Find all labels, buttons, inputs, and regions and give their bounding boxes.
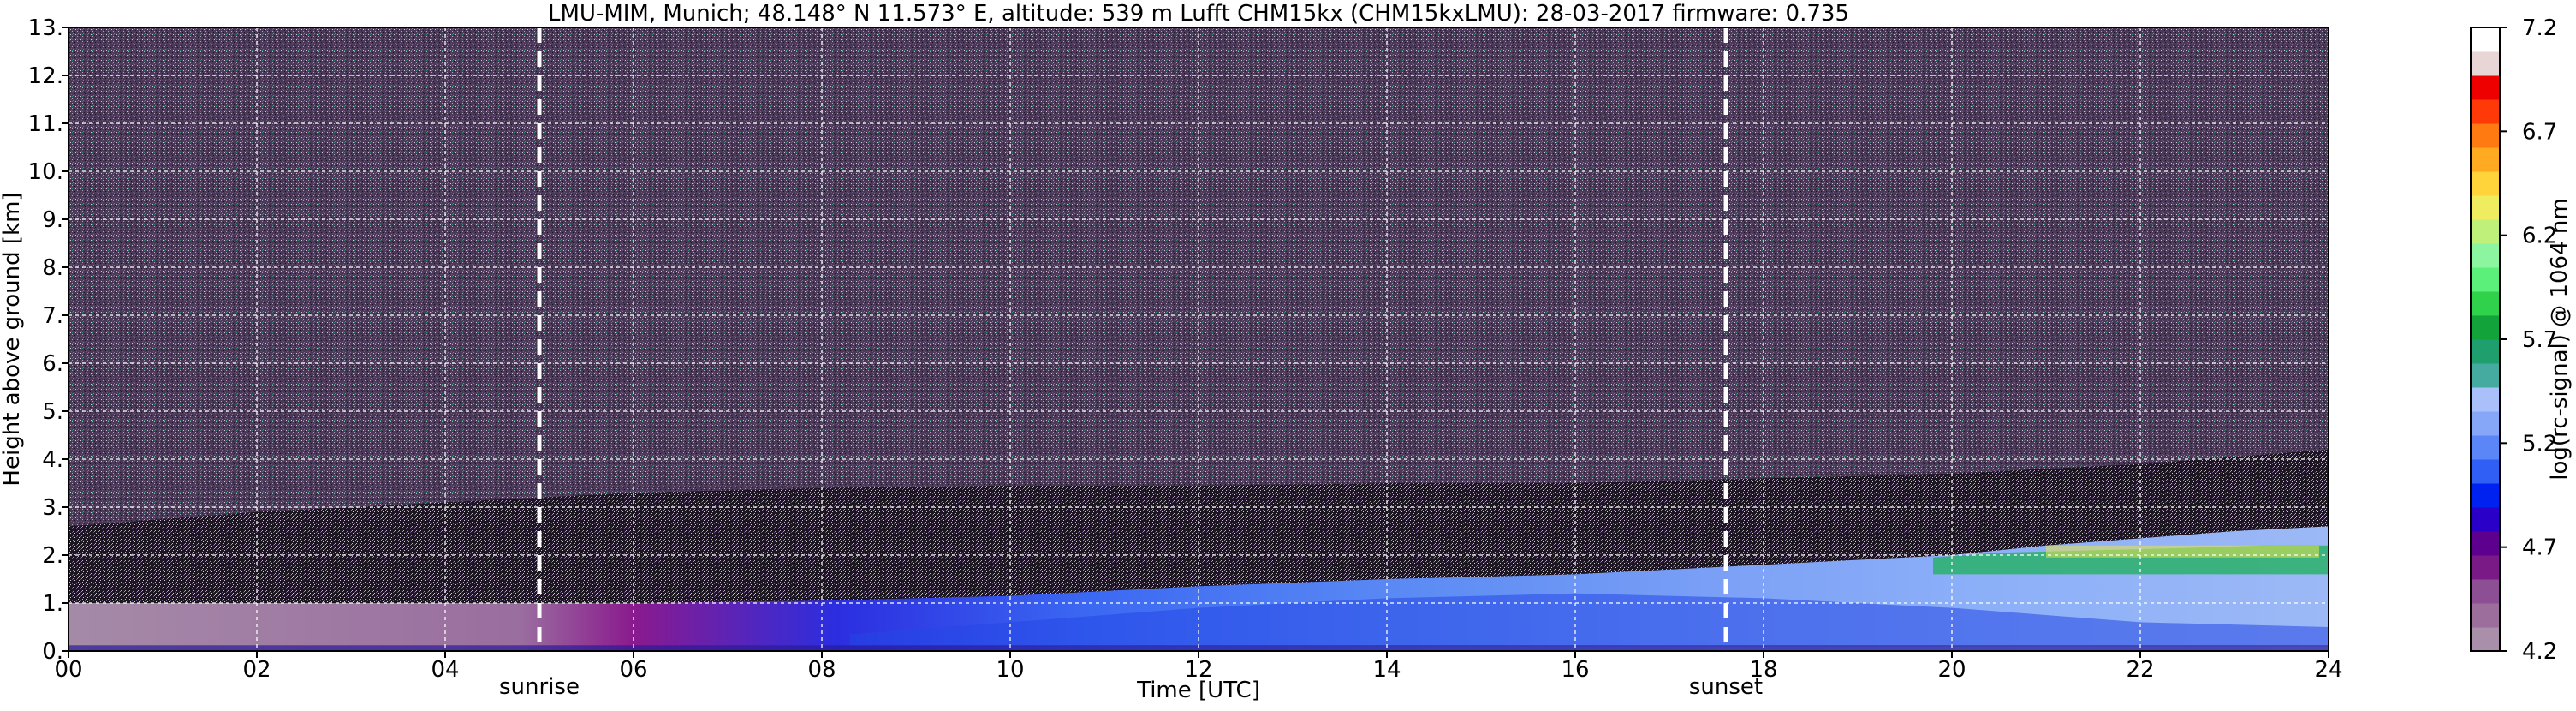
colorbar-segment [2471,219,2500,244]
colorbar-segment [2471,387,2500,412]
x-tick-label: 18 [1749,657,1777,683]
colorbar-tick-label: 7.2 [2522,15,2557,41]
y-tick-label: 5. [42,399,63,425]
colorbar-segment [2471,339,2500,364]
x-tick-label: 00 [54,657,82,683]
surface-layer-band [68,645,2329,651]
x-tick-label: 02 [242,657,271,683]
x-axis-label: Time [UTC] [1136,678,1260,703]
colorbar-tick-label: 6.2 [2522,224,2557,249]
colorbar-segment [2471,531,2500,556]
colorbar-segment [2471,147,2500,172]
colorbar-segment [2471,555,2500,580]
y-tick-label: 10. [28,159,63,185]
x-tick-label: 14 [1372,657,1401,683]
colorbar-segment [2471,483,2500,508]
x-tick-label: 24 [2314,657,2342,683]
colorbar-segment [2471,603,2500,628]
y-tick-label: 0. [42,639,63,665]
colorbar-segment [2471,363,2500,388]
colorbar-segment [2471,291,2500,316]
y-tick-label: 13. [28,15,63,41]
colorbar-segment [2471,99,2500,124]
y-tick-label: 12. [28,63,63,89]
y-axis-label: Height above ground [km] [0,192,25,486]
colorbar-segment [2471,627,2500,652]
colorbar-segment [2471,411,2500,436]
colorbar-tick-label: 5.7 [2522,327,2557,353]
x-tick-label: 12 [1184,657,1212,683]
colorbar-tick-label: 4.7 [2522,535,2557,561]
residual-layer-yellow [2046,545,2319,558]
marker-label-sunrise: sunrise [499,674,580,700]
y-tick-label: 7. [42,303,63,329]
colorbar-segment [2471,51,2500,76]
colorbar-segment [2471,507,2500,532]
y-tick-label: 3. [42,495,63,521]
colorbar-segment [2471,75,2500,100]
y-tick-label: 2. [42,543,63,569]
y-tick-label: 9. [42,207,63,233]
y-tick-label: 11. [28,111,63,137]
colorbar-segment [2471,579,2500,604]
colorbar-segment [2471,435,2500,460]
x-tick-label: 04 [431,657,459,683]
aerosol-core-layer [850,593,2329,647]
colorbar-segment [2471,243,2500,268]
colorbar-tick-label: 5.2 [2522,431,2557,457]
colorbar-segment [2471,459,2500,484]
colorbar-tick-label: 6.7 [2522,119,2557,145]
colorbar-segment [2471,195,2500,220]
chart-title: LMU-MIM, Munich; 48.148° N 11.573° E, al… [548,1,1849,27]
x-tick-label: 10 [996,657,1024,683]
colorbar-segment [2471,267,2500,292]
marker-label-sunset: sunset [1689,674,1763,700]
y-tick-label: 6. [42,351,63,377]
x-tick-label: 20 [1937,657,1966,683]
colorbar-segment [2471,123,2500,148]
x-tick-label: 08 [807,657,836,683]
colorbar-segment [2471,171,2500,196]
x-tick-label: 16 [1561,657,1589,683]
colorbar-segment [2471,315,2500,340]
y-tick-label: 4. [42,447,63,473]
colorbar-tick-label: 4.2 [2522,639,2557,665]
x-tick-label: 06 [619,657,647,683]
colorbar-segment [2471,27,2500,52]
y-tick-label: 1. [42,591,63,617]
y-tick-label: 8. [42,255,63,281]
x-tick-label: 22 [2126,657,2154,683]
colorbar-label: log(rc-signal) @ 1064 nm [2547,198,2573,480]
